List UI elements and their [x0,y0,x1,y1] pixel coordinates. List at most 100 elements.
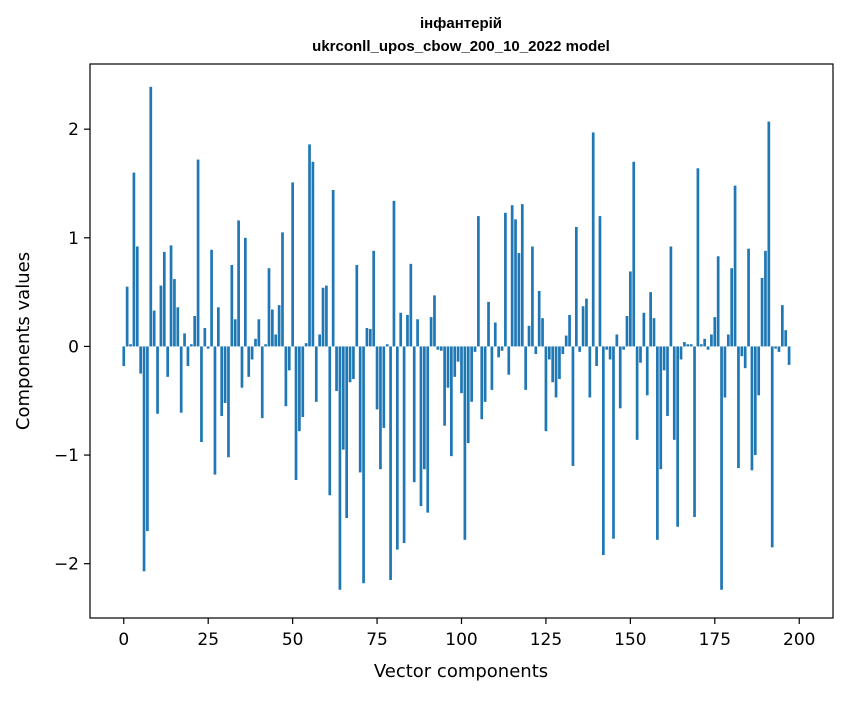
bar [362,346,365,584]
bar [409,263,413,347]
bar [601,346,605,555]
bar [547,346,551,360]
bar [753,346,757,456]
bar [706,346,710,350]
bar [341,346,345,450]
bar [446,346,450,388]
bar [125,286,129,347]
bar [581,306,585,347]
bar [456,346,460,362]
bar [622,346,625,350]
bar [639,346,642,363]
bar [534,346,538,355]
y-axis-ticks: −2 −1 0 1 2 [54,120,90,575]
bar [304,343,308,347]
bar [166,346,170,377]
bar [740,346,744,357]
bar [385,344,389,347]
bar [325,285,328,347]
bar [585,298,588,347]
bar [375,346,379,410]
bar [470,346,473,402]
bar [284,346,288,407]
x-tick-label: 25 [197,630,219,650]
bar [659,346,663,470]
bar [780,305,784,347]
bar [500,346,504,351]
y-tick-label: 1 [68,229,79,249]
bar [578,346,582,352]
bar [159,285,163,347]
bar [720,346,723,590]
bar [254,338,257,347]
bar [750,346,754,471]
bar [737,346,740,469]
bar [429,317,433,347]
bar [395,346,399,550]
bar [676,346,679,527]
bar-series [122,86,791,590]
bar [331,190,335,347]
x-axis-label: Vector components [374,661,548,682]
y-tick-label: −1 [54,446,79,466]
bar [645,346,649,396]
bar [656,346,659,540]
bar [287,346,291,371]
bar [210,249,213,347]
bar [686,344,690,347]
bar [524,346,528,390]
bar [368,329,372,347]
bar [382,346,386,428]
bar [635,346,639,440]
bar [365,327,369,347]
bar [696,168,700,347]
bar [426,346,430,513]
bar [743,346,747,369]
bar [764,250,767,347]
bar [237,220,240,347]
bar [483,346,487,402]
bar [233,319,237,347]
x-tick-label: 100 [445,630,477,650]
bar [747,248,750,347]
bar [271,309,274,347]
x-tick-label: 75 [366,630,388,650]
bar [250,346,254,360]
y-tick-label: 2 [68,120,79,140]
bar [291,182,294,347]
bar [716,256,720,347]
bar [345,346,349,519]
bar [541,318,544,347]
bar [666,346,669,416]
bar [618,346,622,409]
bar [672,346,676,440]
x-tick-label: 150 [614,630,646,650]
bar [260,346,264,419]
bar [527,325,531,347]
bar [574,226,578,347]
bar [267,268,271,347]
bar [244,237,247,347]
bar [156,346,159,414]
bar [122,346,126,366]
bar [216,307,220,347]
bar [173,279,176,347]
bar [531,246,534,347]
bar [568,314,571,347]
bar [490,346,494,390]
bar [598,216,602,347]
bar [473,346,477,352]
bar [412,346,416,483]
bar [571,346,575,466]
bar [693,346,696,517]
bar [514,219,517,347]
bar [335,346,338,391]
bar [632,161,636,347]
bar [328,346,332,496]
bar [149,86,153,347]
bar [294,346,298,481]
bar [493,322,497,347]
bar [669,246,673,347]
bar [767,121,771,347]
